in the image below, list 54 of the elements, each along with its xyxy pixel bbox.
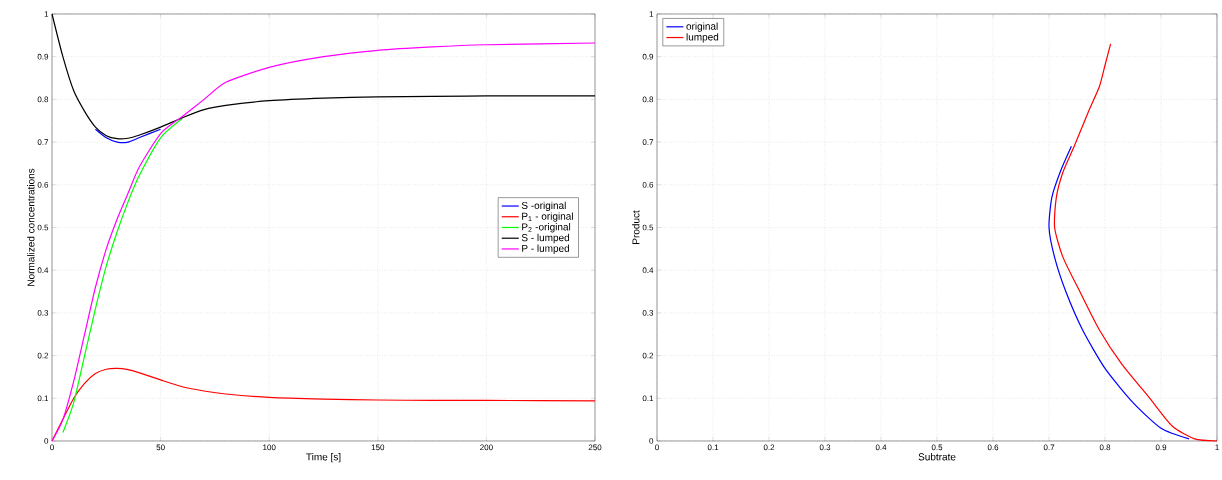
x-tick-label: 0.4 bbox=[875, 444, 887, 451]
y-tick-label: 1 bbox=[44, 11, 49, 17]
x-tick-label: 0.1 bbox=[707, 444, 719, 451]
y-tick-label: 0.1 bbox=[642, 395, 654, 402]
line-series bbox=[51, 42, 596, 442]
x-tick-label: 50 bbox=[156, 444, 165, 451]
legend-label: P$_{1}$ - original bbox=[522, 212, 573, 222]
x-tick-label: 0.2 bbox=[763, 444, 775, 451]
y-tick-label: 0.8 bbox=[37, 96, 49, 103]
x-tick-label: 0.3 bbox=[819, 444, 831, 451]
y-axis-title: Product bbox=[632, 210, 640, 244]
y-tick-label: 0 bbox=[649, 438, 654, 444]
line-series bbox=[1053, 43, 1218, 442]
y-tick-label: 1 bbox=[649, 11, 654, 17]
x-tick-label: 0.9 bbox=[1155, 444, 1167, 451]
x-tick-label: 0 bbox=[655, 444, 659, 451]
x-tick-label: 0.7 bbox=[1043, 444, 1055, 451]
x-tick-label: 250 bbox=[588, 444, 602, 451]
y-tick-label: 0.2 bbox=[37, 352, 49, 359]
x-tick-label: 100 bbox=[263, 444, 276, 451]
x-axis-title: Time [s] bbox=[306, 453, 341, 463]
y-tick-label: 0.9 bbox=[37, 53, 49, 60]
y-tick-label: 0.5 bbox=[642, 224, 654, 231]
y-tick-label: 0.6 bbox=[642, 181, 654, 188]
legend-label: S - lumped bbox=[521, 233, 570, 244]
x-axis-title: Subtrate bbox=[918, 453, 956, 461]
y-tick-label: 0.8 bbox=[642, 96, 654, 103]
y-tick-label: 0.7 bbox=[37, 139, 49, 145]
x-tick-label: 0.5 bbox=[931, 444, 943, 451]
y-tick-label: 0.6 bbox=[37, 181, 49, 188]
legend-label: P - lumped bbox=[522, 244, 570, 254]
y-tick-label: 0.1 bbox=[37, 395, 49, 402]
x-tick-label: 200 bbox=[480, 444, 493, 451]
y-tick-label: 0.5 bbox=[37, 224, 49, 231]
x-tick-label: 1 bbox=[1215, 444, 1219, 451]
y-axis-title: Normalized concentrations bbox=[27, 168, 35, 286]
x-tick-label: 0.6 bbox=[987, 444, 999, 451]
legend-label: lumped bbox=[686, 33, 719, 43]
y-tick-label: 0 bbox=[44, 438, 49, 444]
y-tick-label: 0.3 bbox=[642, 310, 654, 316]
y-tick-label: 0.9 bbox=[642, 53, 654, 60]
legend-label: original bbox=[686, 22, 718, 32]
x-tick-label: 0 bbox=[50, 444, 54, 451]
legend-label: S -original bbox=[521, 201, 566, 211]
y-tick-label: 0.4 bbox=[37, 267, 49, 274]
x-tick-label: 150 bbox=[371, 444, 385, 451]
legend-label: P$_{2}$ -original bbox=[522, 223, 571, 233]
y-tick-label: 0.7 bbox=[642, 139, 654, 145]
line-series bbox=[62, 118, 183, 434]
y-tick-label: 0.2 bbox=[642, 352, 654, 359]
y-tick-label: 0.3 bbox=[37, 310, 49, 316]
line-series bbox=[1048, 145, 1190, 440]
y-tick-label: 0.4 bbox=[642, 267, 654, 274]
x-tick-label: 0.8 bbox=[1099, 444, 1111, 451]
